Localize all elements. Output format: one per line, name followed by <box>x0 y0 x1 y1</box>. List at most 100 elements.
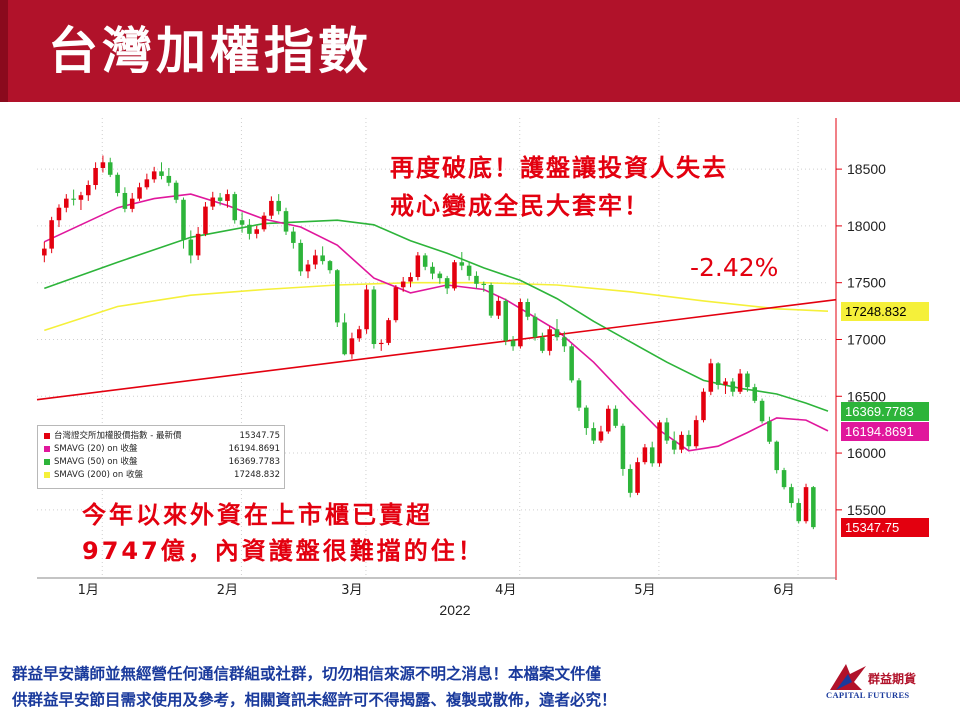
legend-label-sma200: SMAVG (200) on 收盤 <box>54 470 143 480</box>
candle-body <box>188 239 194 256</box>
candle-body <box>276 200 281 212</box>
candle-body <box>166 175 172 183</box>
candle-body <box>496 300 501 316</box>
candle-body <box>415 255 421 278</box>
candle-body <box>42 248 47 256</box>
candle-body <box>554 329 560 338</box>
legend-row-sma200: SMAVG (200) on 收盤 17248.832 <box>44 469 280 481</box>
candle-body <box>774 441 780 471</box>
candle-body <box>591 428 596 441</box>
value-tag-sma50: 16369.7783 <box>841 402 929 422</box>
candle-body <box>386 320 391 343</box>
logo-chinese-name: 群益期貨 <box>868 672 917 686</box>
x-tick-label: 1月 <box>78 583 99 598</box>
candle-body <box>254 229 259 234</box>
annotation-line-3: 今年以來外資在上市櫃已賣超 <box>82 501 433 529</box>
candle-body <box>781 470 787 488</box>
candle-body <box>723 381 728 385</box>
sma20-line <box>43 193 829 452</box>
candlestick-chart: 15500 16000 16500 17000 17500 18000 18500 1月 2月 3… <box>36 118 886 618</box>
candle-body <box>584 407 589 429</box>
x-tick-label: 6月 <box>773 583 794 598</box>
candle-body <box>627 468 633 493</box>
candle-body <box>327 261 333 271</box>
page-title: 台灣加權指數 <box>48 22 372 80</box>
header-bar: 台灣加權指數 <box>0 0 960 102</box>
candle-body <box>320 255 325 262</box>
candle-body <box>49 220 54 249</box>
legend-label-sma50: SMAVG (50) on 收盤 <box>54 457 138 467</box>
y-tick-label: 15500 <box>847 502 886 518</box>
value-tag-last-price: 15347.75 <box>841 518 929 538</box>
candle-body <box>85 185 91 196</box>
candle-body <box>547 329 552 351</box>
candle-body <box>203 206 208 234</box>
candle-body <box>159 171 164 176</box>
candle-body <box>217 197 223 201</box>
candle-body <box>173 182 179 200</box>
candle-body <box>430 266 435 274</box>
candle-body <box>657 422 662 464</box>
candle-body <box>115 174 120 193</box>
candle-body <box>745 373 750 388</box>
legend-label-price: 台灣證交所加權股價指數 - 最新價 <box>54 431 182 441</box>
candle-body <box>452 262 457 289</box>
candle-body <box>466 265 472 276</box>
candle-body <box>313 255 318 265</box>
candle-body <box>686 434 692 447</box>
candle-body <box>459 262 465 266</box>
candle-body <box>144 179 150 188</box>
legend-swatch-price <box>44 432 50 439</box>
x-axis-label: 2022 <box>439 602 470 618</box>
trendline <box>36 298 837 401</box>
legend-row-sma20: SMAVG (20) on 收盤 16194.8691 <box>44 443 280 455</box>
candle-body <box>269 200 274 216</box>
candle-body <box>181 199 186 240</box>
candle-body <box>576 380 582 408</box>
disclaimer-line-1: 群益早安講師並無經營任何通信群組或社群，切勿相信來源不明之消息！本檔案文件僅 <box>12 665 602 683</box>
candle-body <box>664 422 670 441</box>
x-tick-label: 2月 <box>217 583 238 598</box>
annotation-line-1: 再度破底！護盤讓投資人失去 <box>390 154 728 182</box>
y-tick-label: 18000 <box>847 218 886 234</box>
candle-body <box>708 363 714 392</box>
candle-body <box>247 224 252 234</box>
candle-body <box>715 363 721 385</box>
candle-body <box>635 462 640 493</box>
candle-body <box>598 431 604 441</box>
candle-body <box>737 373 743 392</box>
candle-body <box>437 273 443 279</box>
candle-body <box>649 447 655 464</box>
candle-body <box>767 421 772 442</box>
disclaimer-line-2: 供群益早安節目需求使用及參考，相關資訊未經許可不得揭露、複製或散佈，違者必究！ <box>12 691 617 709</box>
capital-futures-logo: 群益期貨 CAPITAL FUTURES <box>826 660 948 716</box>
candle-body <box>195 233 201 256</box>
candle-body <box>606 408 611 432</box>
x-tick-label: 3月 <box>341 583 362 598</box>
candle-body <box>137 187 142 199</box>
candle-body <box>488 284 494 316</box>
candle-body <box>305 264 311 272</box>
candle-body <box>122 192 128 209</box>
candle-body <box>93 167 98 186</box>
legend-value-sma200: 17248.832 <box>234 470 280 480</box>
y-tick-label: 16500 <box>847 388 886 404</box>
candle-body <box>444 278 450 289</box>
candle-body <box>701 391 706 421</box>
candle-body <box>64 198 69 208</box>
candle-body <box>291 231 296 243</box>
candle-body <box>693 420 699 447</box>
y-tick-label: 16000 <box>847 445 886 461</box>
legend-swatch-sma50 <box>44 458 50 465</box>
capital-futures-logo-icon <box>830 664 866 690</box>
chart-legend: 台灣證交所加權股價指數 - 最新價 15347.75 SMAVG (20) on … <box>37 425 285 489</box>
annotation-line-4: 9747億，內資護盤很難擋的住！ <box>82 537 485 565</box>
legend-value-price: 15347.75 <box>239 431 280 441</box>
candle-body <box>510 340 516 347</box>
candle-body <box>356 329 362 339</box>
legend-row-sma50: SMAVG (50) on 收盤 16369.7783 <box>44 456 280 468</box>
candle-body <box>481 283 487 285</box>
candle-body <box>349 338 355 355</box>
legend-value-sma50: 16369.7783 <box>228 457 280 467</box>
candle-body <box>540 337 545 351</box>
